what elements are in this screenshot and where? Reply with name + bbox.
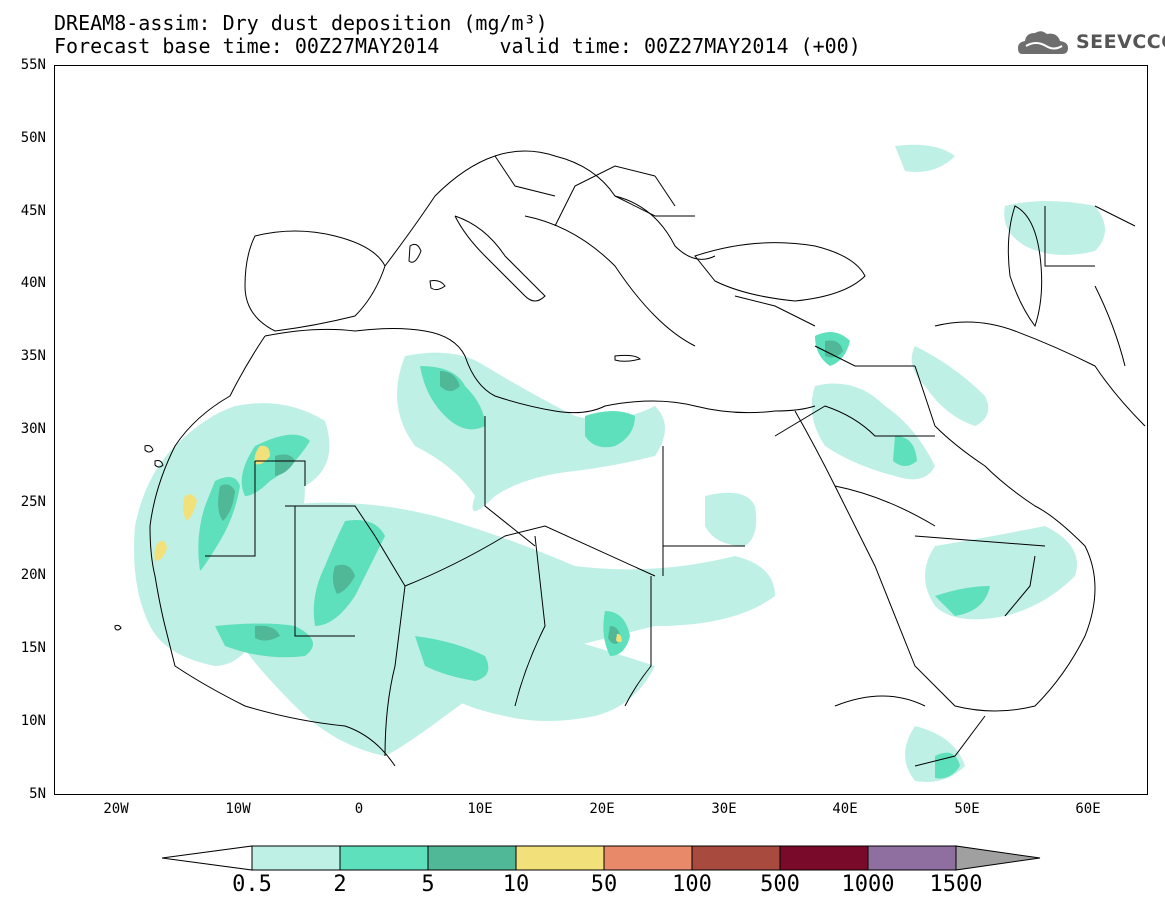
cloud-icon [1018,31,1068,54]
colorbar-label-500: 500 [760,872,800,897]
logo-text: SEEVCCC [1076,31,1165,53]
dust-deposition-map [114,144,1146,782]
deposition-level-10-areas [154,445,622,643]
lat-label-5n: 5N [29,786,46,802]
colorbar-swatch-10 [515,845,605,871]
colorbar-swatch-2 [339,845,429,871]
lat-label-25n: 25N [20,494,46,510]
colorbar-swatch-5 [427,845,517,871]
colorbar-label-0.5: 0.5 [232,872,272,897]
deposition-level-5-areas [218,340,843,644]
lon-label-40e: 40E [832,801,858,817]
colorbar-swatch-500 [779,845,869,871]
lon-label-20e: 20E [589,801,615,817]
lon-label-0: 0 [354,801,364,817]
colorbar-label-100: 100 [672,872,712,897]
lat-label-30n: 30N [20,421,46,437]
lon-label-50e: 50E [954,801,980,817]
colorbar-label-2: 2 [333,872,347,897]
colorbar-label-50: 50 [590,872,618,897]
colorbar-label-1000: 1000 [841,872,895,897]
colorbar-lower-arrow [162,845,253,871]
lat-label-15n: 15N [20,640,46,656]
lat-label-10n: 10N [20,713,46,729]
lat-label-50n: 50N [20,130,46,146]
colorbar-label-10: 10 [502,872,530,897]
chart-title: DREAM8-assim: Dry dust deposition (mg/m³… [54,11,548,35]
lat-label-40n: 40N [20,275,46,291]
lon-label-30e: 30E [711,801,737,817]
lat-label-35n: 35N [20,348,46,364]
lon-label-10w: 10W [225,801,251,817]
colorbar [162,845,1041,871]
lon-label-20w: 20W [103,801,129,817]
colorbar-label-1500: 1500 [929,872,983,897]
colorbar-swatch-1000 [867,845,957,871]
colorbar-upper-arrow [955,845,1041,871]
map-boundaries [114,150,1146,767]
lat-label-55n: 55N [20,57,46,73]
lon-label-10e: 10E [467,801,493,817]
colorbar-swatch-0.5 [251,845,341,871]
map-panel [54,65,1148,795]
colorbar-swatch-50 [603,845,693,871]
forecast-time-line: Forecast base time: 00Z27MAY2014 valid t… [54,34,861,58]
lon-label-60e: 60E [1075,801,1101,817]
colorbar-label-5: 5 [421,872,435,897]
lat-label-45n: 45N [20,203,46,219]
colorbar-swatch-100 [691,845,781,871]
lat-label-20n: 20N [20,567,46,583]
